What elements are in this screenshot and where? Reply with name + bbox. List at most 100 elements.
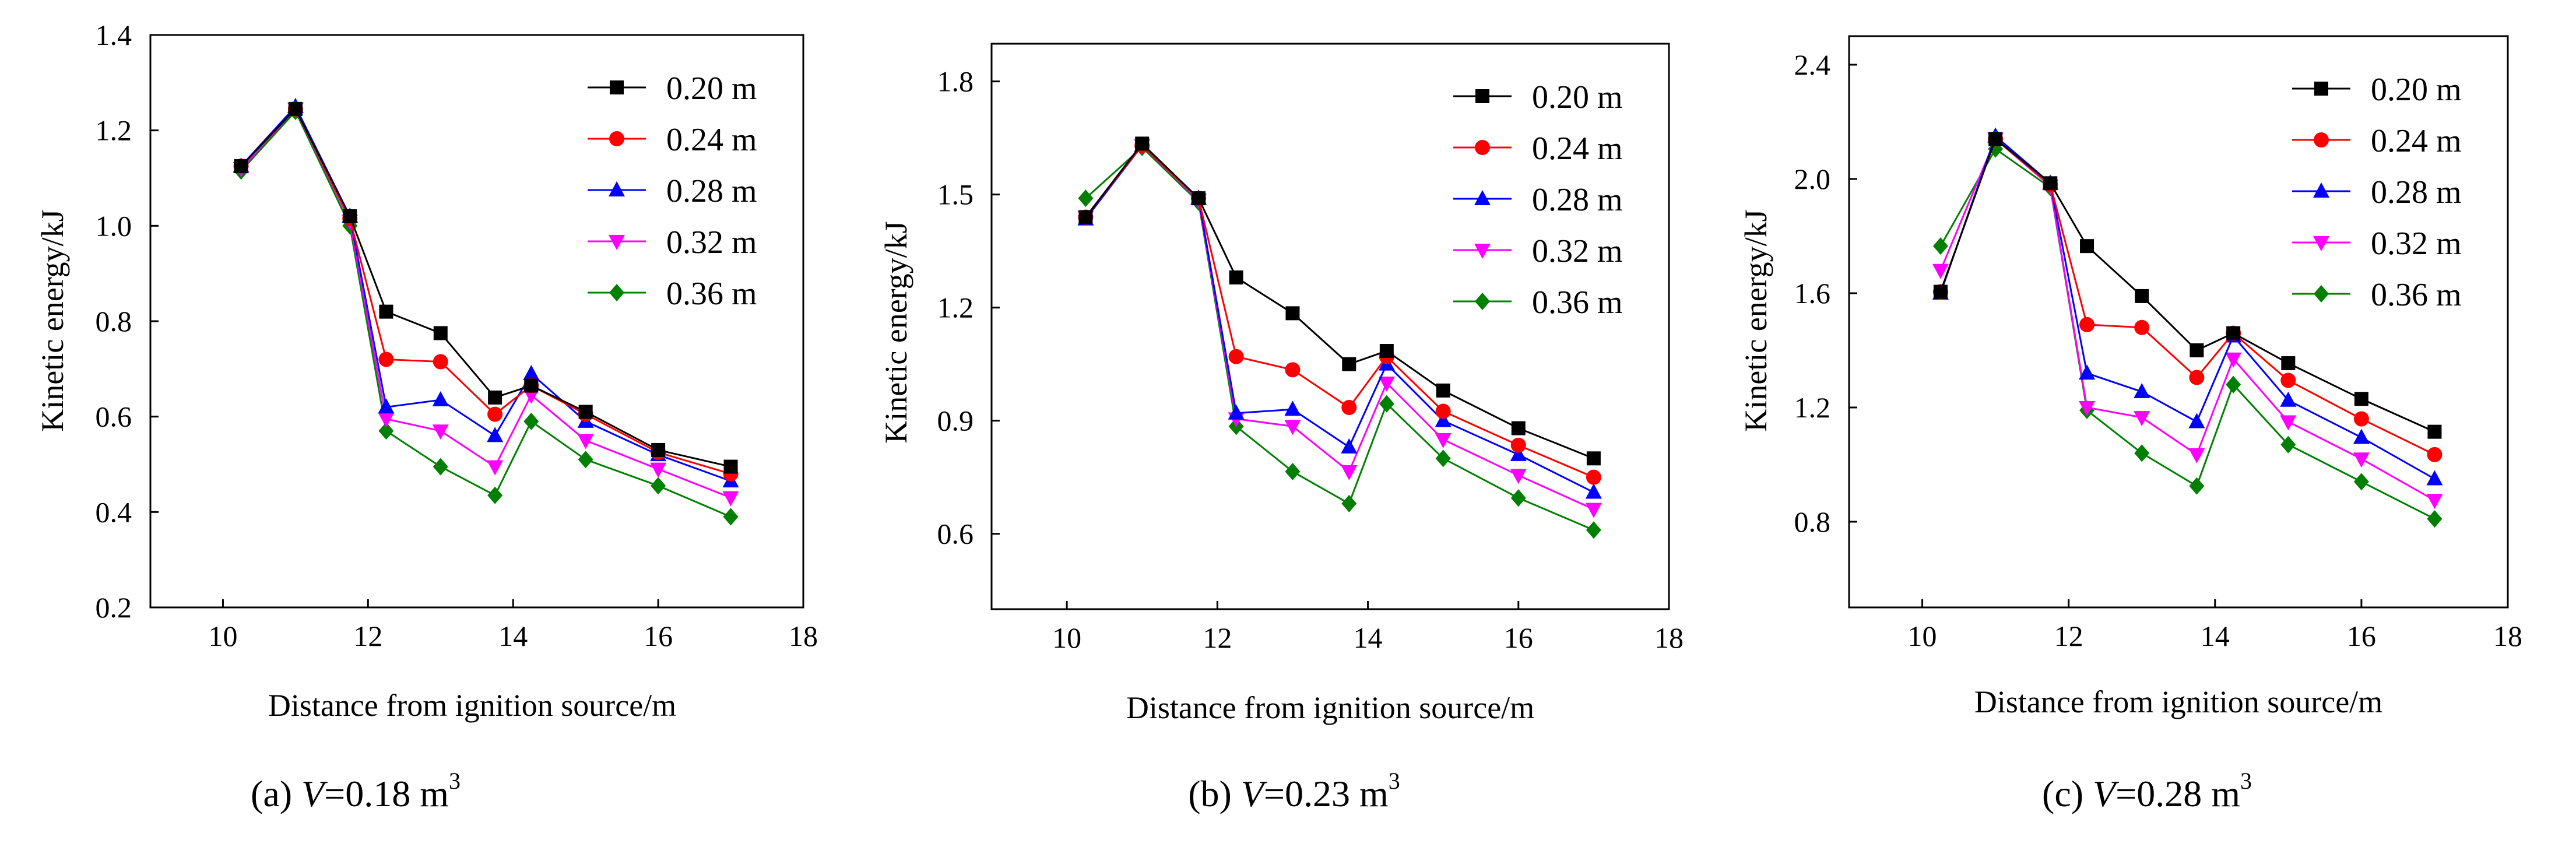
chart-c-ytick-label: 2.0 [1794, 163, 1831, 195]
chart-c-frame [1848, 35, 2509, 609]
chart-b-legend-2-marker [1474, 190, 1491, 205]
chart-c-series-4-line [1939, 147, 2436, 520]
chart-a-series-0-point [234, 159, 248, 174]
chart-b-series-1-point [1285, 362, 1301, 378]
chart-c-legend-0-label: 0.20 m [2371, 72, 2462, 108]
chart-b-series-4-point [1435, 449, 1451, 468]
chart-c-series-4-point [2280, 435, 2296, 454]
chart-a-series-0-point [379, 304, 393, 319]
chart-b: 10 12 14 16 18 0.6 0.9 1.2 1.5 1.8 Distance from i… [878, 43, 1684, 725]
chart-c-xlabel: Distance from ignition source/m [1974, 684, 2382, 719]
chart-b-legend-1-label: 0.24 m [1532, 131, 1623, 167]
chart-c-legend-2-marker [2313, 182, 2329, 198]
chart-a-series-3-point [378, 412, 395, 428]
chart-a-ytick-label: 0.2 [96, 591, 132, 624]
chart-c-series-4-point [2134, 444, 2150, 462]
chart-c-series-2-point [2079, 364, 2096, 380]
chart-c-series-4-point [2226, 375, 2241, 393]
chart-c-ytick-label: 1.2 [1794, 391, 1831, 424]
chart-c-series-3-point [2353, 452, 2370, 468]
chart-a-series-3-point [650, 462, 667, 478]
chart-b-series-2-point [1585, 483, 1602, 499]
chart-c-series-2-point [2188, 413, 2205, 428]
chart-a-series-0-point [488, 390, 502, 405]
chart-a-ytick-label: 0.4 [96, 495, 132, 528]
chart-b-series-0-point [1511, 421, 1526, 435]
chart-b-xtick-label: 16 [1504, 621, 1533, 654]
chart-b-series-0-point [1135, 136, 1150, 151]
chart-c-series-1-point [2134, 319, 2150, 335]
chart-a-series-2-point [378, 398, 395, 414]
chart-a-ytick-label: 0.8 [96, 305, 132, 338]
chart-c-series-0-point [2135, 289, 2149, 303]
chart-a-xtick-label: 16 [644, 620, 673, 652]
chart-b-series-4-point [1379, 395, 1394, 413]
chart-a-series-4-point [378, 422, 394, 440]
chart-b-series-1-point [1341, 400, 1357, 416]
chart-a-legend-2-marker [609, 181, 625, 196]
chart-b-xtick-label: 14 [1354, 621, 1383, 654]
chart-b-series-4-line [1085, 146, 1594, 531]
chart-c-ytick-label: 0.8 [1794, 505, 1831, 538]
chart-b-series-4-point [1341, 494, 1357, 512]
chart-c-legend-1-label: 0.24 m [2371, 123, 2462, 159]
chart-b-ytick-label: 1.2 [937, 291, 974, 324]
chart-a-series-0-point [651, 442, 666, 457]
chart-a-series-4-point [651, 477, 666, 495]
chart-c-series-0-line [1939, 137, 2436, 433]
chart-b-series-0-point [1379, 344, 1394, 359]
chart-b-series-0-point [1078, 210, 1093, 224]
chart-c-legend-3-marker [2313, 236, 2329, 251]
chart-c-series-0-point [1988, 132, 2003, 146]
chart-c-legend-0-marker [2314, 82, 2328, 96]
chart-b-ylabel: Kinetic energy/kJ [878, 221, 913, 443]
chart-c-series-3-point [2225, 352, 2242, 368]
chart-c-xtick-label: 18 [2493, 620, 2522, 652]
chart-c-series-0-point [2043, 176, 2058, 191]
chart-b-ytick-label: 1.8 [937, 65, 974, 98]
chart-a-legend-4-label: 0.36 m [666, 276, 757, 312]
chart-b-legend-2-label: 0.28 m [1532, 182, 1623, 218]
chart-c-series-3-line [1939, 137, 2436, 501]
panel-c-caption: (c) V=0.28 m3 [2042, 768, 2252, 815]
chart-a-series-3-point [577, 434, 594, 449]
chart-c-series-2-point [2280, 391, 2297, 407]
panel-b-caption: (b) V=0.23 m3 [1188, 768, 1400, 815]
chart-a-xtick-label: 10 [208, 620, 237, 652]
chart-b-series-0-line [1085, 142, 1594, 459]
chart-b-ytick-label: 0.6 [937, 518, 974, 550]
chart-a-series-0-point [433, 326, 448, 340]
chart-b-series-2-point [1284, 400, 1301, 416]
chart-c-series-2-line [1939, 134, 2436, 480]
chart-b-series-0-point [1192, 191, 1206, 206]
chart-c-series-1-point [2189, 370, 2205, 385]
chart-c-series-1-point [2079, 317, 2095, 332]
chart-a-series-2-line [240, 105, 732, 482]
chart-b-series-1-point [1228, 349, 1244, 364]
chart-a-series-4-point [487, 486, 503, 504]
chart-a-legend-4-marker [609, 284, 624, 301]
chart-c-series-0-point [1933, 284, 1948, 299]
chart-a-xtick-label: 18 [789, 620, 818, 652]
chart-a-xtick-label: 14 [498, 620, 528, 652]
chart-c-series-3-point [2079, 401, 2096, 416]
chart-a-series-0-point [288, 101, 303, 116]
chart-c-series-0-point [2427, 424, 2442, 439]
chart-b-legend-0-label: 0.20 m [1532, 79, 1623, 115]
chart-b-series-4-point [1078, 189, 1094, 208]
chart-b-xtick-label: 10 [1052, 621, 1081, 654]
chart-b-series-1-point [1510, 437, 1526, 453]
chart-a-frame [149, 34, 804, 609]
chart-c-series-0-point [2190, 343, 2204, 357]
chart-c-xtick-label: 12 [2054, 620, 2083, 652]
chart-c-legend-3-label: 0.32 m [2371, 226, 2462, 262]
chart-b-series-0-point [1342, 357, 1356, 371]
chart-a-ytick-label: 0.6 [96, 400, 132, 433]
chart-a-xlabel: Distance from ignition source/m [268, 688, 676, 723]
chart-a-series-1-point [378, 352, 394, 367]
chart-b-legend-3-marker [1474, 244, 1491, 259]
chart-a-series-1-point [487, 406, 503, 422]
chart-c-series-3-point [2188, 448, 2205, 463]
chart-a-series-0-point [723, 459, 738, 474]
